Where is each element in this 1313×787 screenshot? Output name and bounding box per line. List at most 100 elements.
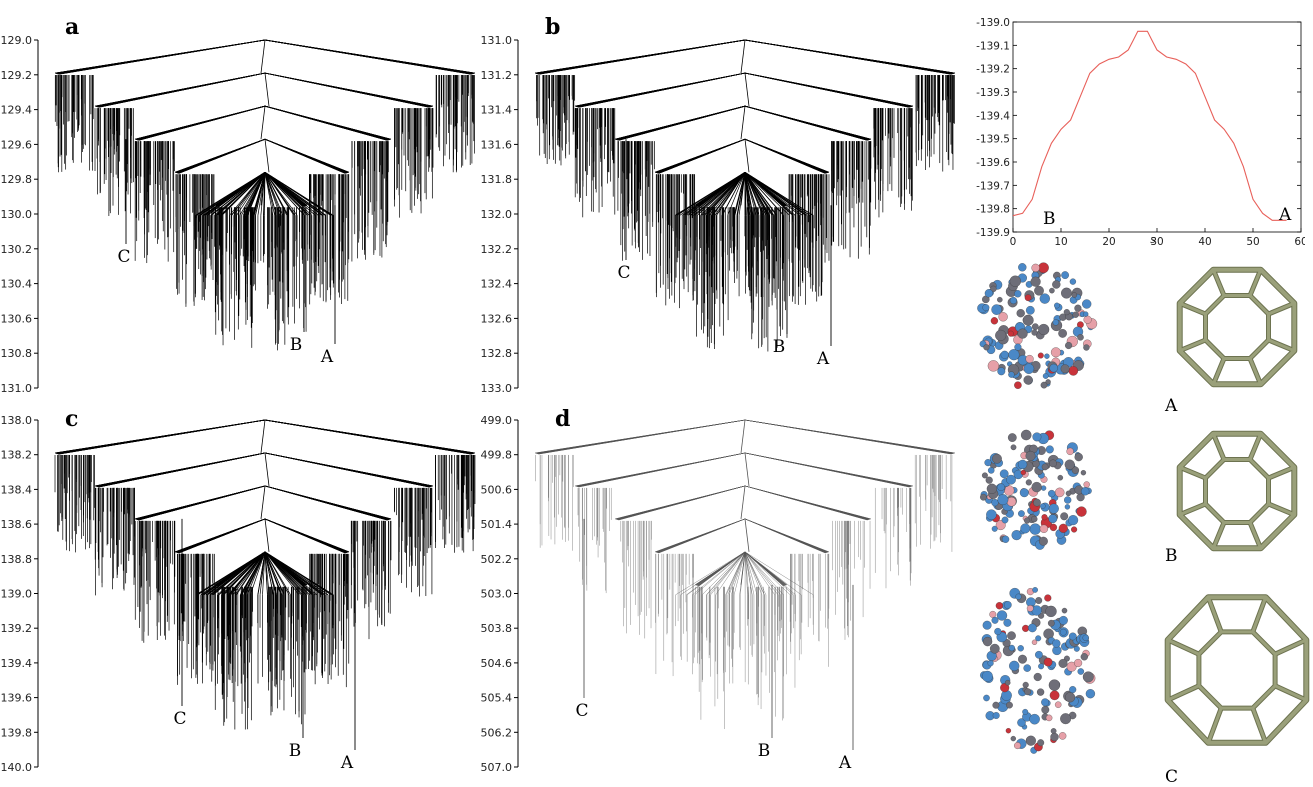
panel-label: c	[65, 406, 78, 432]
tick-label: -133.0	[480, 382, 512, 395]
tick-label: 129.8	[1, 173, 33, 186]
x-tick-label: 40	[1198, 236, 1211, 248]
tick-label: 130.2	[1, 243, 33, 256]
x-tick-label: 50	[1246, 236, 1259, 248]
x-axis-label: s	[1150, 234, 1156, 246]
tick-label: -502.2	[480, 553, 512, 566]
tick-label: -131.0	[480, 34, 512, 47]
path-endpoint-b: B	[1043, 209, 1056, 229]
tick-label: -131.8	[480, 173, 512, 186]
minimum-marker-c: C	[575, 701, 588, 721]
tick-label: -131.6	[480, 138, 512, 151]
tick-label: -132.8	[480, 347, 512, 360]
tick-label: 139.8	[1, 726, 33, 739]
minimum-marker-a: A	[320, 347, 334, 367]
tick-label: 139.0	[1, 588, 33, 601]
tick-label: -131.4	[480, 104, 512, 117]
cuboctahedron-icon	[1176, 430, 1298, 552]
y-tick-label: -139.2	[976, 64, 1010, 76]
tick-label: 140.0	[1, 761, 33, 774]
minimum-marker-b: B	[773, 337, 786, 357]
disconnectivity-tree	[534, 419, 956, 750]
tick-label: 130.0	[1, 208, 33, 221]
structure-b: B	[980, 429, 1298, 566]
tick-label: 129.4	[1, 104, 33, 117]
x-tick-label: 20	[1102, 236, 1115, 248]
x-tick-label: 60	[1294, 236, 1305, 248]
tick-label: 130.4	[1, 278, 33, 291]
tick-label: -506.2	[480, 726, 512, 739]
molecular-cluster	[977, 262, 1098, 389]
y-tick-label: -139.1	[976, 40, 1010, 52]
panel-c: c 138.0 138.2 138.4 138.6 138.8 139.0 139.2 139.…	[0, 400, 490, 787]
tick-label: -503.8	[480, 622, 512, 635]
tick-label: 130.6	[1, 312, 33, 325]
y-tick-label: -139.7	[976, 180, 1010, 192]
tick-label: 138.4	[1, 483, 33, 496]
panel-label: d	[555, 406, 570, 432]
panel-b: b -131.0 -131.2 -131.4 -131.6 -131.8 -132.0 -13…	[480, 0, 970, 395]
structure-a: A	[977, 262, 1298, 416]
molecular-cluster	[980, 587, 1096, 754]
tick-label: -499.8	[480, 449, 512, 462]
structure-label: B	[1165, 546, 1178, 566]
y-tick-label: -139.0	[976, 17, 1010, 29]
minimum-marker-a: A	[816, 349, 830, 369]
tick-label: -505.4	[480, 692, 512, 705]
y-tick-label: -139.4	[976, 110, 1010, 122]
plot-frame	[1012, 21, 1302, 233]
tick-label: -500.6	[480, 483, 512, 496]
tick-label: 138.8	[1, 553, 33, 566]
disconnectivity-tree	[54, 419, 476, 750]
tick-label: 129.6	[1, 138, 33, 151]
structure-c: C	[980, 587, 1310, 787]
x-tick-label: 30	[1150, 236, 1163, 248]
structure-gallery: A B C	[975, 255, 1313, 787]
y-tick-label: -139.3	[976, 87, 1010, 99]
tick-label: -501.4	[480, 518, 512, 531]
y-tick-label: -139.5	[976, 134, 1010, 146]
minimum-marker-c: C	[617, 263, 630, 283]
tick-label: -499.0	[480, 414, 512, 427]
y-tick-label: -139.6	[976, 157, 1010, 169]
tick-label: -132.6	[480, 312, 512, 325]
y-tick-label: -139.8	[976, 204, 1010, 216]
structure-label: A	[1164, 396, 1178, 416]
panel-label: b	[545, 14, 560, 40]
tick-label: -132.2	[480, 243, 512, 256]
tick-label: 130.8	[1, 347, 33, 360]
tick-label: -503.0	[480, 588, 512, 601]
panel-label: a	[65, 14, 79, 40]
minimum-marker-a: A	[340, 753, 354, 773]
molecular-cluster	[980, 429, 1092, 550]
tick-label: 139.2	[1, 622, 33, 635]
tick-label: 138.0	[1, 414, 33, 427]
tick-label: 139.6	[1, 692, 33, 705]
y-tick-label: -139.9	[976, 227, 1010, 239]
x-tick-label: 10	[1054, 236, 1067, 248]
energy-path-line	[1012, 30, 1287, 221]
tick-label: 139.4	[1, 657, 33, 670]
tick-label: -132.4	[480, 278, 512, 291]
tick-label: -504.6	[480, 657, 512, 670]
tick-label: -132.0	[480, 208, 512, 221]
minimum-marker-c: C	[117, 247, 130, 267]
elongated-polyhedron-icon	[1164, 594, 1310, 746]
tick-label: 129.2	[1, 69, 33, 82]
path-endpoint-a: A	[1278, 205, 1292, 225]
tick-label: -507.0	[480, 761, 512, 774]
tick-label: 129.0	[1, 34, 33, 47]
minimum-marker-b: B	[758, 741, 771, 761]
disconnectivity-tree	[54, 39, 476, 351]
minimum-marker-b: B	[290, 335, 303, 355]
tick-label: -131.2	[480, 69, 512, 82]
energy-path-chart: -139.0 -139.1 -139.2 -139.3 -139.4 -139.5 -139…	[975, 12, 1308, 250]
disconnectivity-tree	[534, 39, 956, 352]
x-tick-label: 0	[1010, 236, 1017, 248]
minimum-marker-c: C	[173, 709, 186, 729]
minimum-marker-a: A	[838, 753, 852, 773]
tick-label: 138.2	[1, 449, 33, 462]
truncated-octahedron-icon	[1176, 266, 1298, 388]
panel-d: d -499.0 -499.8 -500.6 -501.4 -502.2 -503.0 -50…	[480, 400, 970, 787]
structure-label: C	[1165, 767, 1178, 787]
